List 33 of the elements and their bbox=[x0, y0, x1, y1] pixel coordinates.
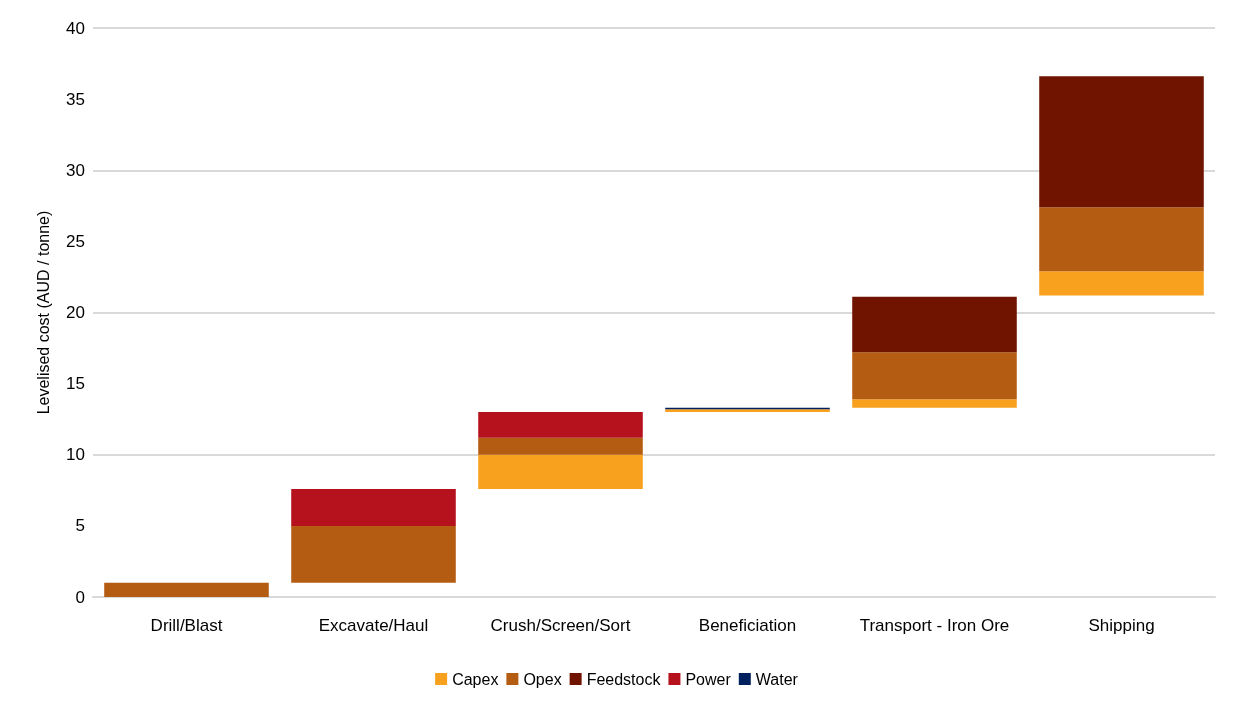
legend-label: Feedstock bbox=[586, 670, 662, 688]
y-tick-label: 0 bbox=[75, 587, 85, 607]
bar bbox=[291, 525, 456, 583]
x-tick-label: Excavate/Haul bbox=[318, 616, 429, 635]
y-tick-label: 10 bbox=[66, 445, 85, 465]
bar bbox=[1039, 271, 1204, 296]
bar bbox=[852, 352, 1017, 400]
bar bbox=[478, 412, 643, 438]
legend-label: Opex bbox=[523, 670, 562, 688]
legend-label: Capex bbox=[452, 670, 499, 688]
x-tick-label: Transport - Iron Ore bbox=[859, 616, 1010, 635]
bar bbox=[1039, 207, 1204, 272]
legend-label: Power bbox=[685, 670, 732, 688]
x-tick-label: Beneficiation bbox=[698, 616, 797, 635]
x-tick-label: Drill/Blast bbox=[150, 616, 223, 635]
bar bbox=[852, 296, 1017, 353]
y-tick-label: 5 bbox=[75, 516, 85, 536]
x-tick-label: Crush/Screen/Sort bbox=[490, 616, 631, 635]
bar bbox=[104, 582, 269, 597]
bar bbox=[1039, 76, 1204, 208]
bar bbox=[291, 488, 456, 526]
legend-label: Water bbox=[755, 670, 799, 688]
y-tick-label: 25 bbox=[66, 231, 85, 251]
bar bbox=[478, 437, 643, 455]
y-tick-label: 20 bbox=[66, 303, 85, 322]
y-tick-label: 15 bbox=[66, 374, 85, 394]
y-axis-title: Levelised cost (AUD / tonne) bbox=[34, 210, 52, 415]
bar bbox=[852, 399, 1017, 408]
y-tick-label: 40 bbox=[66, 18, 85, 38]
y-tick-label: 30 bbox=[66, 160, 85, 180]
x-tick-label: Shipping bbox=[1088, 616, 1155, 635]
y-tick-label: 35 bbox=[66, 89, 85, 109]
bar bbox=[478, 454, 643, 489]
